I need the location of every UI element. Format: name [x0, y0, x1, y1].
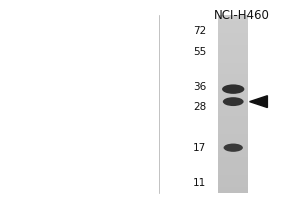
- Bar: [218, 51, 248, 57]
- Bar: [218, 98, 248, 104]
- Bar: [218, 151, 248, 157]
- Text: 28: 28: [193, 102, 206, 112]
- Bar: [218, 145, 248, 151]
- Bar: [218, 68, 248, 74]
- Bar: [218, 163, 248, 169]
- Text: 36: 36: [193, 82, 206, 92]
- Ellipse shape: [222, 84, 244, 94]
- Bar: [218, 157, 248, 163]
- Bar: [218, 21, 248, 27]
- Polygon shape: [250, 96, 267, 108]
- Bar: [218, 128, 248, 134]
- Bar: [218, 15, 248, 193]
- Bar: [218, 134, 248, 139]
- Bar: [218, 175, 248, 181]
- Bar: [218, 110, 248, 116]
- Ellipse shape: [223, 97, 244, 106]
- Bar: [218, 86, 248, 92]
- Bar: [218, 57, 248, 63]
- Text: 11: 11: [193, 178, 206, 188]
- Bar: [218, 15, 248, 21]
- Bar: [218, 169, 248, 175]
- Ellipse shape: [224, 144, 243, 152]
- Bar: [218, 139, 248, 145]
- Text: 55: 55: [193, 47, 206, 57]
- Bar: [218, 116, 248, 122]
- Text: 72: 72: [193, 26, 206, 36]
- Text: 17: 17: [193, 143, 206, 153]
- Bar: [218, 92, 248, 98]
- Bar: [218, 181, 248, 187]
- Bar: [218, 39, 248, 45]
- Bar: [218, 187, 248, 193]
- Bar: [218, 122, 248, 128]
- Bar: [218, 63, 248, 68]
- Bar: [218, 33, 248, 39]
- Bar: [218, 104, 248, 110]
- Bar: [218, 74, 248, 80]
- Bar: [218, 80, 248, 86]
- Bar: [218, 27, 248, 33]
- Text: NCI-H460: NCI-H460: [214, 9, 270, 22]
- Bar: [218, 45, 248, 51]
